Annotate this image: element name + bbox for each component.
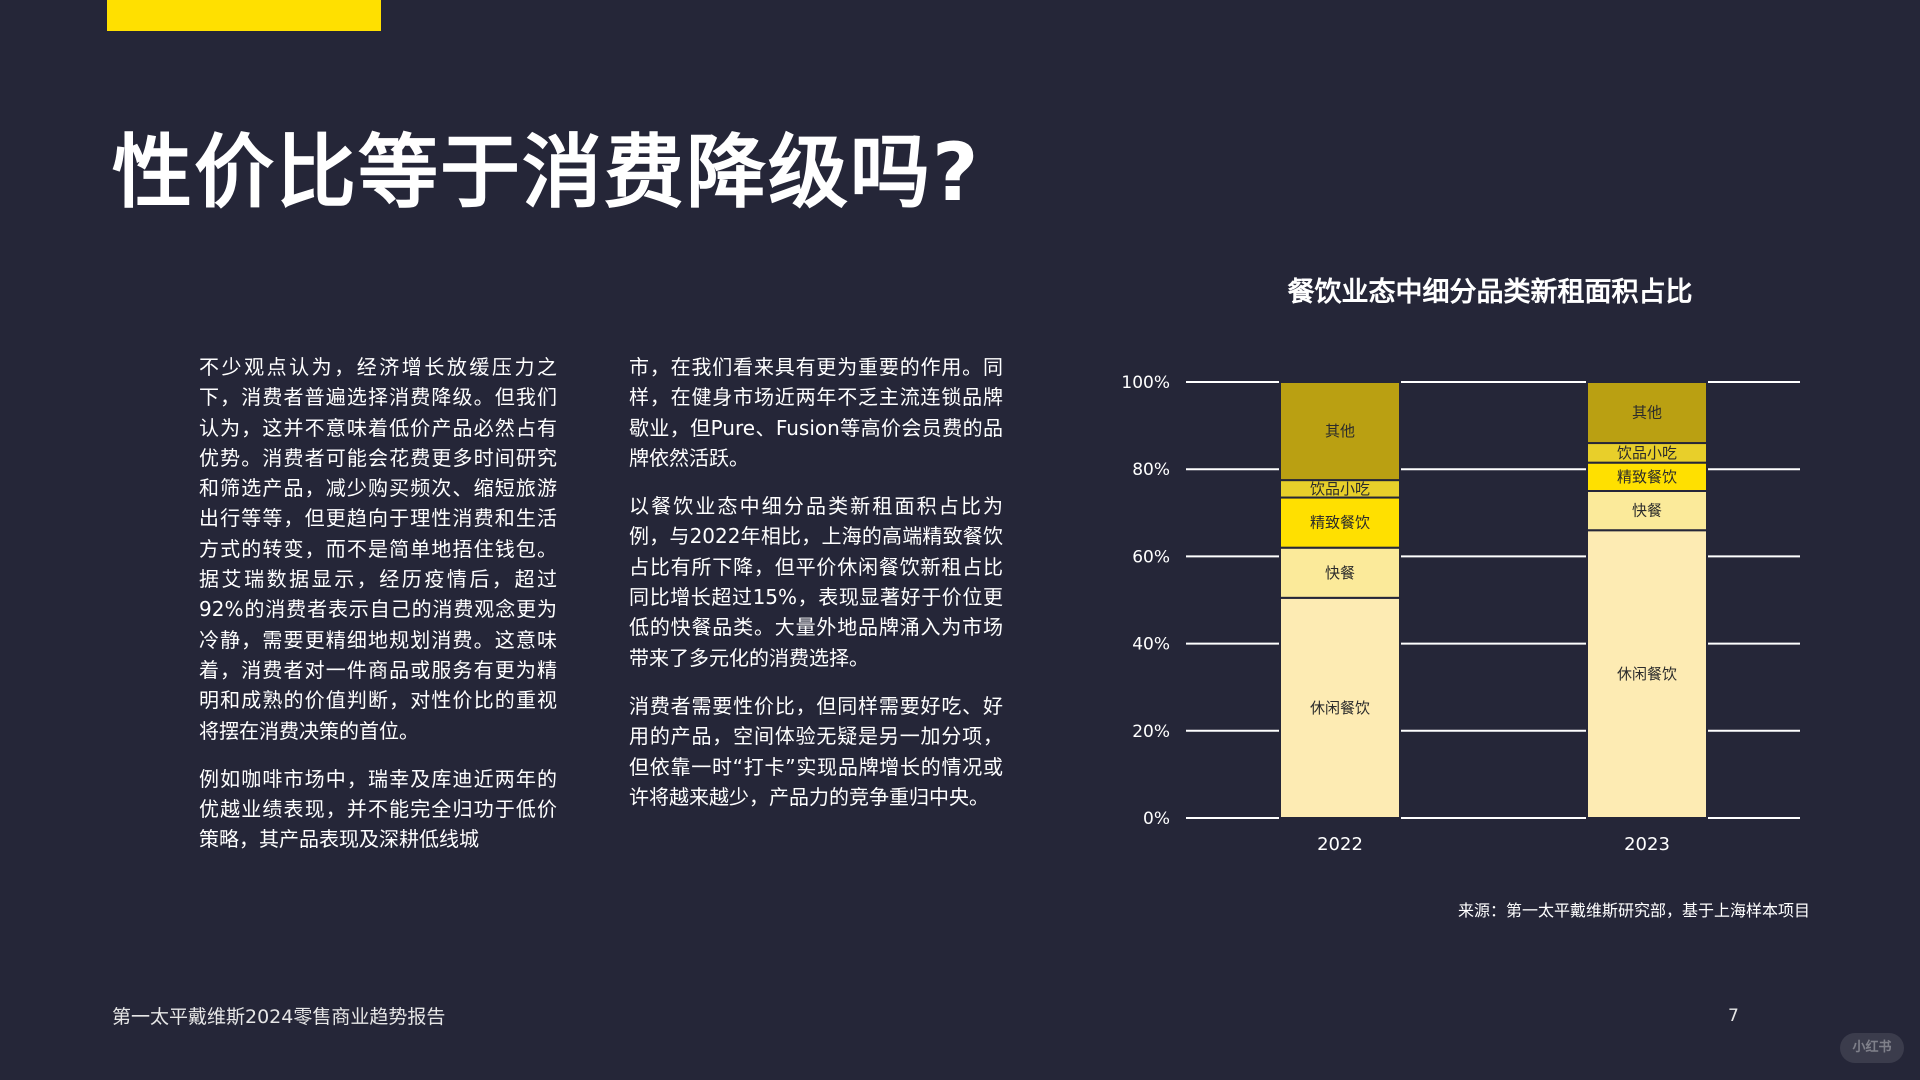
bar-segment <box>1586 381 1708 445</box>
x-tick-label: 2022 <box>1317 834 1363 855</box>
paragraph: 市，在我们看来具有更为重要的作用。同样，在健身市场近两年不乏主流连锁品牌歇业，但… <box>629 355 1003 470</box>
segment-label: 休闲餐饮 <box>1310 699 1370 717</box>
segment-label: 饮品小吃 <box>1310 480 1370 498</box>
watermark-logo: 小红书 <box>1840 1033 1904 1063</box>
paragraph: 例如咖啡市场中，瑞幸及库迪近两年的优越业绩表现，并不能完全归功于低价策略，其产品… <box>199 766 557 852</box>
bar-segment <box>1279 496 1401 549</box>
bar-segment <box>1279 546 1401 599</box>
bar-segment <box>1279 381 1401 482</box>
y-tick-label: 0% <box>1143 809 1170 829</box>
segment-label: 快餐 <box>1632 502 1662 520</box>
bar-segment <box>1279 596 1401 819</box>
chart-title: 餐饮业态中细分品类新租面积占比 <box>1287 277 1693 308</box>
page-title: 性价比等于消费降级吗? <box>112 126 981 219</box>
paragraph: 以餐饮业态中细分品类新租面积占比为例，与2022年相比，上海的高端精致餐饮占比有… <box>629 494 1003 670</box>
report-name: 第一太平戴维斯2024零售商业趋势报告 <box>112 1006 446 1028</box>
paragraph: 不少观点认为，经济增长放缓压力之下，消费者普遍选择消费降级。但我们认为，这并不意… <box>199 355 557 743</box>
y-tick-label: 80% <box>1132 460 1170 480</box>
y-tick-label: 60% <box>1132 547 1170 567</box>
segment-label: 快餐 <box>1325 564 1355 582</box>
body-column-right: 市，在我们看来具有更为重要的作用。同样，在健身市场近两年不乏主流连锁品牌歇业，但… <box>629 352 1003 830</box>
y-tick-label: 100% <box>1121 373 1170 393</box>
y-tick-label: 20% <box>1132 722 1170 742</box>
stacked-bar-chart: 0%20%40%60%80%100%休闲餐饮快餐精致餐饮饮品小吃其他2022休闲… <box>1121 373 1800 855</box>
accent-bar <box>107 0 381 31</box>
segment-label: 休闲餐饮 <box>1617 665 1677 683</box>
y-tick-label: 40% <box>1132 635 1170 655</box>
segment-label: 精致餐饮 <box>1310 514 1370 532</box>
segment-label: 其他 <box>1325 422 1355 440</box>
bar-segment <box>1586 529 1708 820</box>
segment-label: 精致餐饮 <box>1617 468 1677 486</box>
body-column-left: 不少观点认为，经济增长放缓压力之下，消费者普遍选择消费降级。但我们认为，这并不意… <box>199 352 557 873</box>
segment-label: 饮品小吃 <box>1617 444 1677 462</box>
page-number: 7 <box>1728 1006 1739 1026</box>
source-note: 来源：第一太平戴维斯研究部，基于上海样本项目 <box>1457 901 1810 920</box>
paragraph: 消费者需要性价比，但同样需要好吃、好用的产品，空间体验无疑是另一加分项，但依靠一… <box>629 693 1003 809</box>
x-tick-label: 2023 <box>1624 834 1670 855</box>
bar-segment <box>1586 490 1708 532</box>
segment-label: 其他 <box>1632 404 1662 422</box>
